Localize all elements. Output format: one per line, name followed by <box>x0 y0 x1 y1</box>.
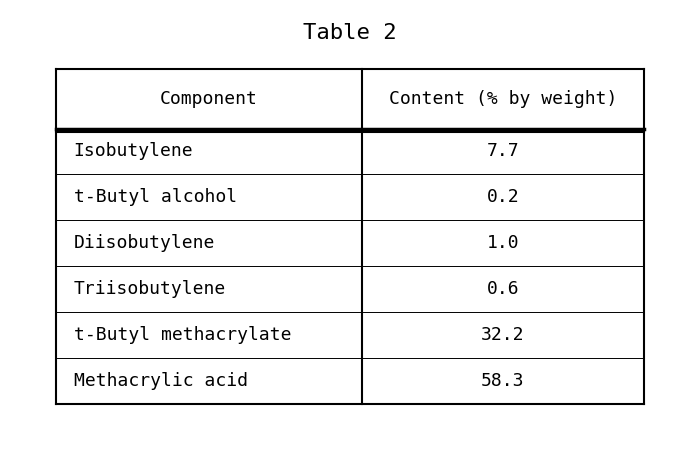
Text: 0.6: 0.6 <box>486 280 519 298</box>
Text: Table 2: Table 2 <box>303 23 397 43</box>
Text: 7.7: 7.7 <box>486 142 519 161</box>
Text: 58.3: 58.3 <box>481 372 524 390</box>
Text: t-Butyl methacrylate: t-Butyl methacrylate <box>74 326 291 344</box>
Text: 0.2: 0.2 <box>486 188 519 207</box>
Text: Diisobutylene: Diisobutylene <box>74 234 215 252</box>
Text: Triisobutylene: Triisobutylene <box>74 280 225 298</box>
Text: t-Butyl alcohol: t-Butyl alcohol <box>74 188 237 207</box>
Text: Isobutylene: Isobutylene <box>74 142 193 161</box>
Text: Methacrylic acid: Methacrylic acid <box>74 372 248 390</box>
Text: Content (% by weight): Content (% by weight) <box>389 90 617 108</box>
Text: 1.0: 1.0 <box>486 234 519 252</box>
Text: Component: Component <box>160 90 258 108</box>
Text: 32.2: 32.2 <box>481 326 524 344</box>
